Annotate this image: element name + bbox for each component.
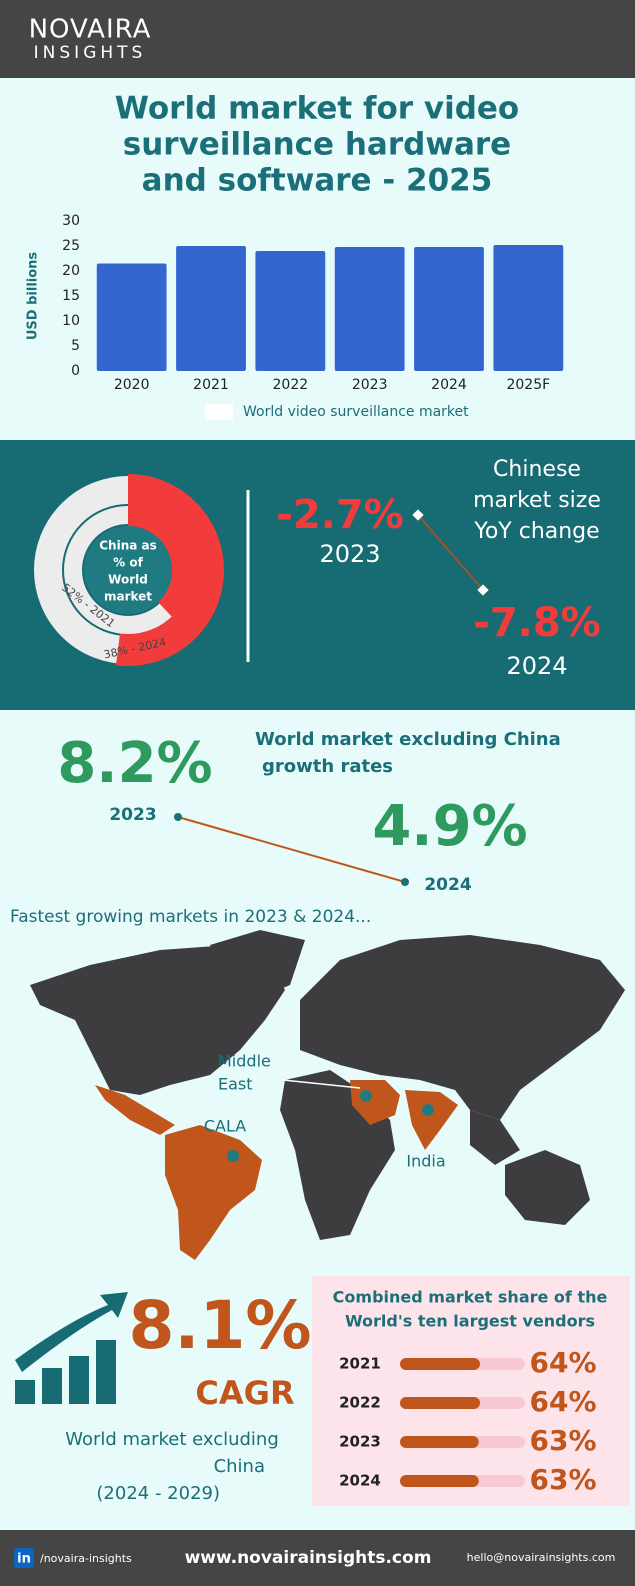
linkedin-icon	[14, 1548, 34, 1568]
y-tick-label: 5	[71, 338, 80, 354]
growth-title: growth rates	[262, 756, 393, 777]
row-year: 2021	[339, 1355, 381, 1373]
map-label: Middle	[218, 1052, 271, 1071]
footer-link: /novaira-insights	[40, 1552, 132, 1565]
linkedin-icon-text: in	[17, 1552, 31, 1567]
cagr-desc: China	[214, 1456, 265, 1477]
marker	[412, 509, 424, 521]
map-title: Fastest growing markets in 2023 & 2024..…	[10, 907, 371, 927]
x-tick-label: 2021	[193, 377, 229, 393]
bar	[400, 1358, 480, 1370]
growth-icon	[15, 1292, 128, 1404]
connector	[417, 514, 484, 591]
growth-year: 2024	[424, 875, 471, 895]
map-label: CALA	[204, 1117, 246, 1136]
marker	[401, 878, 409, 886]
map-label: East	[218, 1075, 253, 1094]
cagr-desc: (2024 - 2029)	[96, 1483, 220, 1504]
ring-arc	[115, 474, 224, 666]
row-year: 2022	[339, 1394, 381, 1412]
vendors-title: Combined market share of the	[333, 1288, 608, 1307]
y-tick-label: 25	[62, 238, 80, 254]
bar	[176, 246, 246, 371]
yoy-title: YoY change	[473, 519, 599, 544]
footer-bg	[0, 1530, 635, 1586]
title: surveillance hardware	[123, 127, 511, 163]
donut-label: % of	[113, 556, 143, 570]
bar	[493, 245, 564, 371]
bar	[96, 263, 167, 371]
growth-value: 4.9%	[372, 794, 527, 859]
bar	[334, 247, 405, 371]
yoy-value: -2.7%	[276, 492, 404, 538]
title: and software - 2025	[142, 163, 493, 199]
yoy-title: Chinese	[493, 457, 581, 482]
cagr-label: CAGR	[195, 1374, 294, 1412]
y-tick-label: 0	[71, 363, 80, 379]
marker	[477, 584, 489, 596]
legend-label: World video surveillance market	[243, 404, 469, 420]
map-pins	[227, 1090, 434, 1162]
row-value: 64%	[529, 1346, 596, 1379]
yoy-year: 2023	[319, 540, 380, 568]
x-tick-label: 2023	[352, 377, 388, 393]
x-tick-label: 2025F	[506, 377, 550, 393]
donut-label: China as	[99, 539, 157, 553]
logo: INSIGHTS	[34, 43, 147, 63]
growth-value: 8.2%	[57, 731, 212, 796]
vendors-title: World's ten largest vendors	[345, 1312, 595, 1331]
x-tick-label: 2024	[431, 377, 467, 393]
footer-email: hello@novairainsights.com	[467, 1551, 616, 1564]
footer-website: www.novairainsights.com	[185, 1548, 432, 1568]
logo: NOVAIRA	[29, 15, 152, 45]
header-bg	[0, 0, 635, 78]
legend-swatch	[205, 404, 233, 420]
x-tick-label: 2022	[273, 377, 309, 393]
yoy-year: 2024	[506, 652, 567, 680]
y-tick-label: 10	[62, 313, 80, 329]
row-value: 63%	[529, 1424, 596, 1457]
bar	[400, 1397, 480, 1409]
row-value: 63%	[529, 1463, 596, 1496]
cagr-desc: World market excluding	[65, 1429, 279, 1450]
vendors-box	[312, 1276, 630, 1506]
yoy-title: market size	[473, 488, 601, 513]
cagr-value: 8.1%	[128, 1287, 311, 1364]
bar	[255, 251, 326, 371]
x-tick-label: 2020	[114, 377, 150, 393]
map-label: India	[406, 1152, 445, 1171]
row-year: 2023	[339, 1433, 381, 1451]
row-value: 64%	[529, 1385, 596, 1418]
title: World market for video	[115, 91, 519, 127]
growth-year: 2023	[109, 805, 156, 825]
y-tick-label: 20	[62, 263, 80, 279]
y-tick-label: 30	[62, 213, 80, 229]
yoy-value: -7.8%	[473, 600, 601, 646]
ring-arc	[127, 504, 194, 619]
donut-center	[84, 526, 172, 614]
row-year: 2024	[339, 1472, 381, 1490]
connector	[177, 816, 406, 883]
y-tick-label: 15	[62, 288, 80, 304]
growth-title: World market excluding China	[255, 729, 561, 750]
axis-title: USD billions	[26, 252, 41, 341]
donut-label: World	[108, 573, 148, 587]
callout-line	[282, 1079, 361, 1089]
donut-label: market	[104, 590, 152, 604]
marker	[174, 813, 182, 821]
bar	[400, 1436, 479, 1448]
bar	[414, 247, 484, 371]
bar	[400, 1475, 479, 1487]
